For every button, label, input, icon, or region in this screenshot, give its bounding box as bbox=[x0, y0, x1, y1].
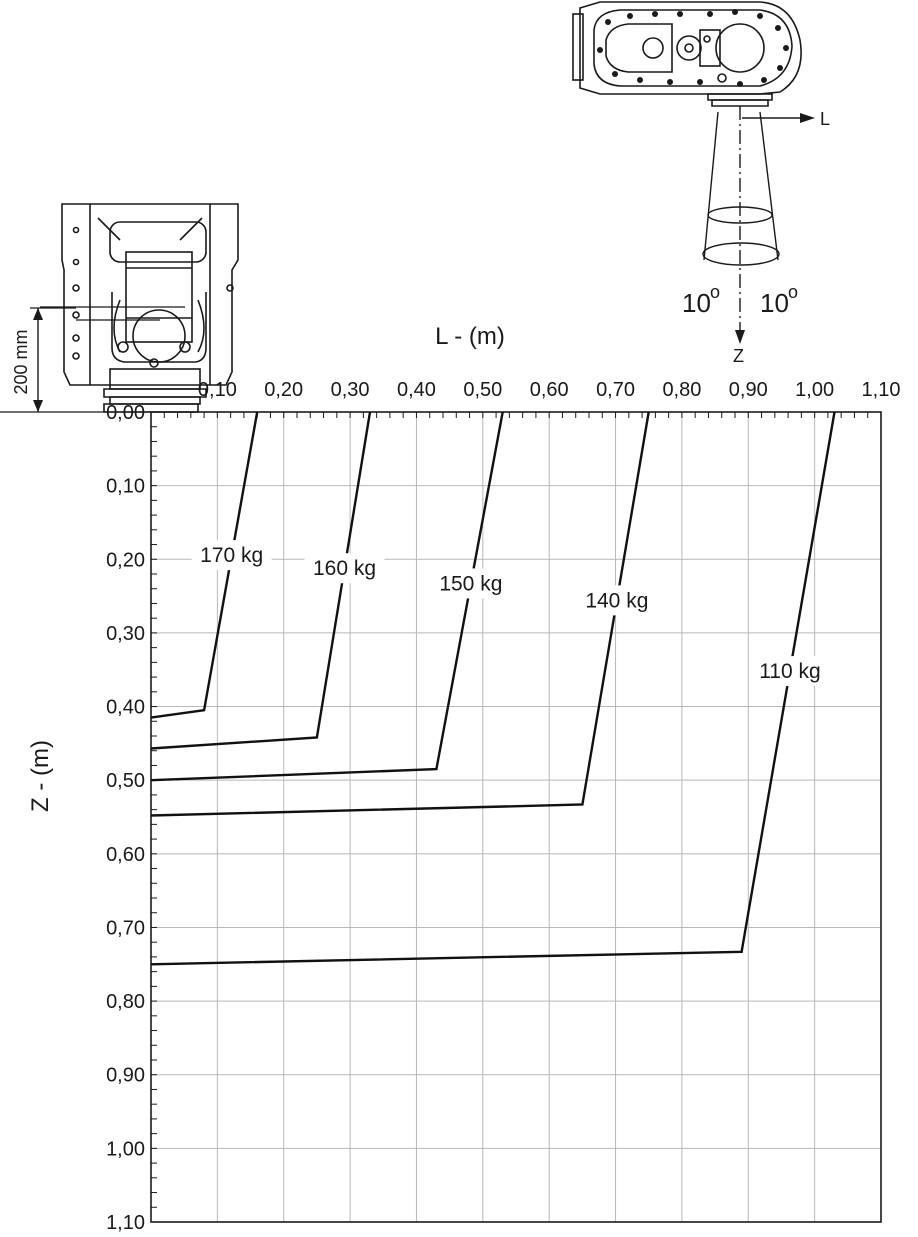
chart-series bbox=[150, 411, 836, 966]
cone-angle-right-degree: o bbox=[788, 282, 798, 302]
y-tick-label: 0,90 bbox=[106, 1065, 145, 1087]
x-tick-label: 0,30 bbox=[331, 379, 370, 401]
series-label-background bbox=[430, 568, 511, 599]
chart-grid bbox=[151, 412, 881, 1222]
y-axis-tick-labels: 0,00 0,10 0,20 0,30 0,40 0,50 0,60 0,70 0,80 0,90… bbox=[106, 402, 145, 1234]
cone-angle-left-label: 10 bbox=[682, 288, 711, 318]
y-tick-label: 0,50 bbox=[106, 770, 145, 792]
x-tick-label: 0,40 bbox=[397, 379, 436, 401]
x-tick-label: 0,50 bbox=[463, 379, 502, 401]
series-label: 170 kg bbox=[200, 544, 263, 567]
y-tick-label: 0,80 bbox=[106, 991, 145, 1013]
offset-dimension-label: 200 mm bbox=[11, 329, 31, 394]
series-line bbox=[150, 411, 372, 750]
series-label: 150 kg bbox=[439, 572, 502, 595]
series-line bbox=[150, 411, 650, 817]
wrist-top-view-drawing bbox=[572, 1, 802, 107]
x-tick-label: 0,10 bbox=[198, 379, 237, 401]
series-line bbox=[150, 411, 259, 719]
y-axis-title: Z - (m) bbox=[27, 740, 54, 812]
y-tick-label: 0,00 bbox=[106, 402, 145, 424]
z-direction-label: Z bbox=[733, 346, 744, 366]
offset-dimension: 200 mm bbox=[0, 307, 150, 413]
wrist-top-view-bolts bbox=[597, 9, 789, 87]
series-label-background bbox=[749, 656, 830, 687]
x-tick-label: 0,20 bbox=[264, 379, 303, 401]
x-tick-label: 0,70 bbox=[596, 379, 635, 401]
y-tick-label: 0,70 bbox=[106, 917, 145, 939]
l-direction-label: L bbox=[820, 109, 830, 129]
y-tick-label: 0,40 bbox=[106, 697, 145, 719]
series-label: 140 kg bbox=[585, 589, 648, 612]
wrist-side-view-drawing bbox=[40, 203, 239, 413]
chart-minor-ticks bbox=[150, 411, 882, 1223]
x-axis-tick-labels: 0,10 0,20 0,30 0,40 0,50 0,60 0,70 0,80 0,90 1,00… bbox=[198, 379, 901, 401]
chart-series-labels: 170 kg 160 kg 150 kg 140 kg 110 kg bbox=[191, 540, 830, 687]
cone-angle-right-label: 10 bbox=[760, 288, 789, 318]
y-tick-label: 0,60 bbox=[106, 844, 145, 866]
y-tick-label: 1,10 bbox=[106, 1212, 145, 1234]
y-tick-label: 0,10 bbox=[106, 476, 145, 498]
series-label-background bbox=[304, 553, 385, 584]
series-line bbox=[150, 411, 504, 782]
x-tick-label: 1,10 bbox=[862, 379, 901, 401]
cone-angle-left-degree: o bbox=[710, 282, 720, 302]
series-label-background bbox=[191, 540, 272, 571]
series-label-background bbox=[576, 585, 657, 616]
x-axis-title: L - (m) bbox=[435, 323, 505, 350]
tool-cone-diagram bbox=[702, 106, 805, 338]
series-label: 110 kg bbox=[759, 660, 821, 683]
payload-chart: 0,10 0,20 0,30 0,40 0,50 0,60 0,70 0,80 0,90 1,00… bbox=[27, 323, 900, 1234]
plot-frame bbox=[150, 411, 882, 1223]
x-tick-label: 0,90 bbox=[729, 379, 768, 401]
y-tick-label: 0,30 bbox=[106, 623, 145, 645]
x-tick-label: 0,80 bbox=[662, 379, 701, 401]
series-label: 160 kg bbox=[313, 557, 376, 580]
z-direction-arrow bbox=[735, 330, 745, 344]
x-tick-label: 0,60 bbox=[530, 379, 569, 401]
l-direction-arrow bbox=[800, 113, 815, 123]
series-line bbox=[150, 411, 836, 966]
x-tick-label: 1,00 bbox=[795, 379, 834, 401]
y-tick-label: 1,00 bbox=[106, 1138, 145, 1160]
y-tick-label: 0,20 bbox=[106, 549, 145, 571]
